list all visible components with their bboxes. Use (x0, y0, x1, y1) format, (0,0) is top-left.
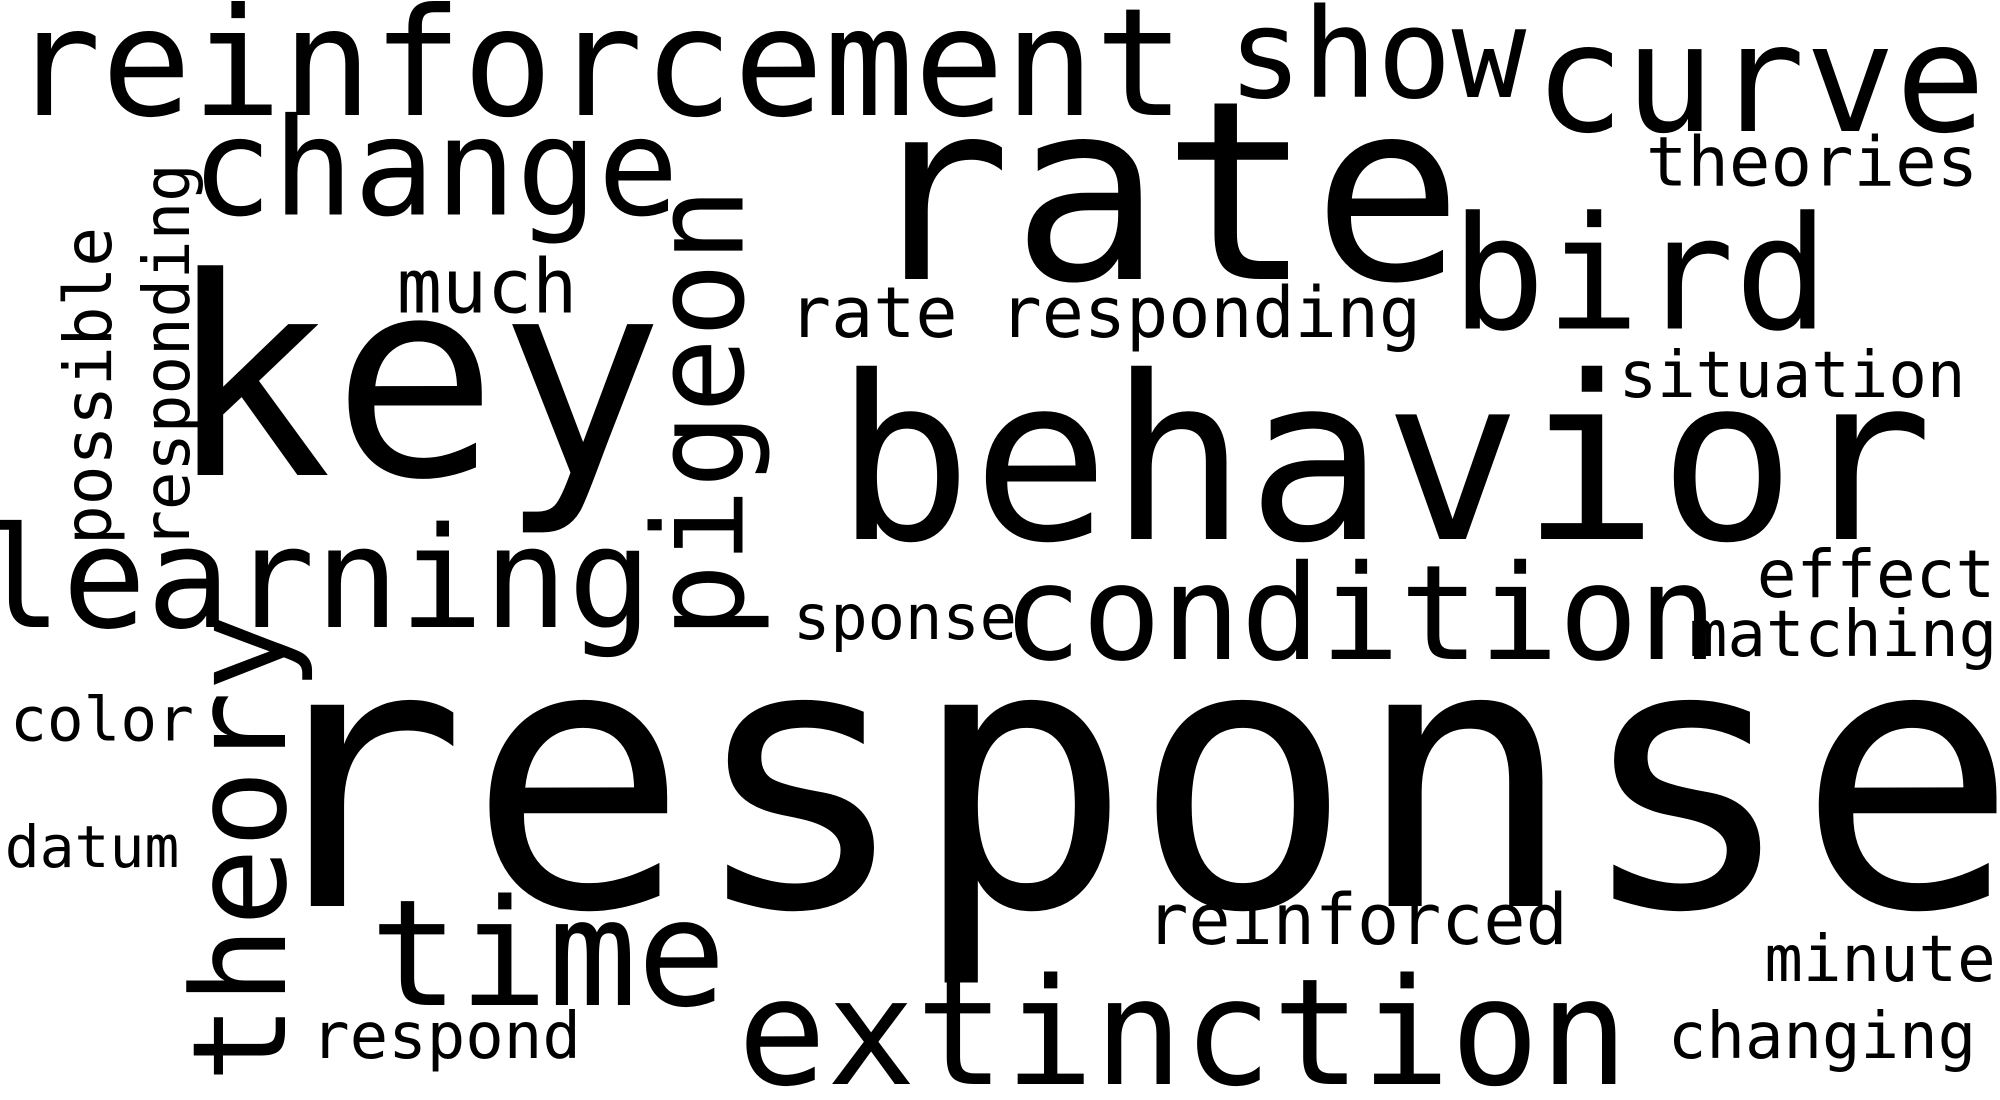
word-behavior: behavior (834, 327, 1934, 593)
word-color: color (10, 684, 194, 756)
word-possible: possible (50, 227, 127, 545)
word-learning: learning (0, 498, 653, 661)
word-theories: theories (1645, 122, 1979, 203)
word-theory: theory (164, 613, 316, 1083)
word-responding: responding (131, 163, 205, 549)
word-response: response (245, 564, 2000, 993)
word-pigeon: pigeon (627, 187, 773, 639)
word-effect: effect (1756, 536, 1996, 613)
word-matching: matching (1688, 598, 1998, 672)
word-time: time (369, 868, 727, 1040)
word-sponse: sponse (793, 581, 1017, 654)
word-key: key (165, 220, 665, 541)
word-changing: changing (1667, 1000, 1977, 1074)
word-reinforced: reinforced (1146, 879, 1568, 961)
word-rate: rate (860, 47, 1464, 338)
word-bird: bird (1450, 183, 1830, 367)
word-respond: respond (311, 1000, 581, 1074)
word-minute: minute (1764, 923, 1996, 997)
word-much: much (396, 242, 578, 331)
word-situation: situation (1618, 339, 1966, 413)
word-extinction: extinction (737, 947, 1629, 1100)
word-datum: datum (4, 813, 180, 881)
word-condition: condition (1002, 537, 1718, 691)
word-curve: curve (1534, 0, 1986, 167)
word-rate-responding: rate responding (788, 272, 1422, 354)
word-reinforcement: reinforcement (11, 0, 1185, 151)
word-show: show (1227, 0, 1527, 127)
word-change: change (191, 89, 679, 247)
